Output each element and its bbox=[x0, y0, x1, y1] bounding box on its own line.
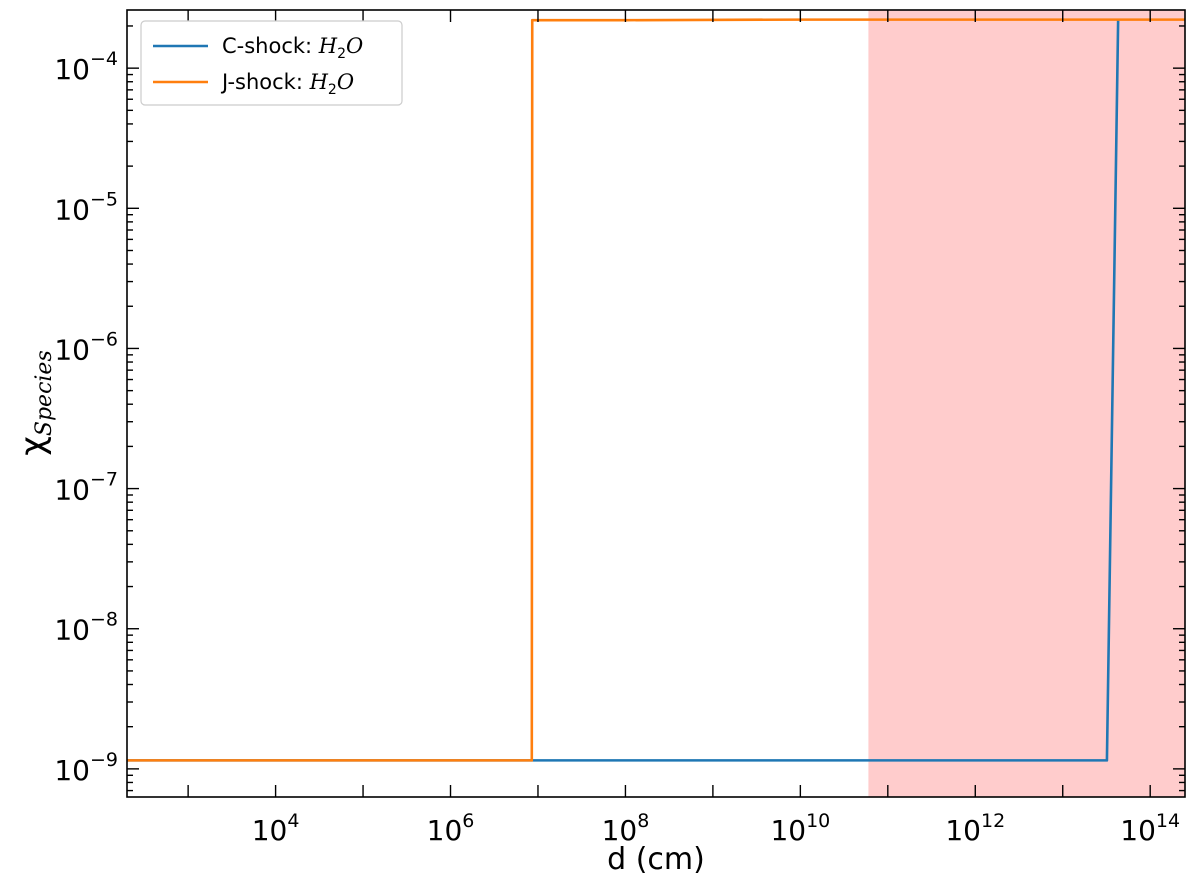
y-tick-label: 10−8 bbox=[54, 609, 118, 647]
x-tick-label: 1012 bbox=[945, 810, 1005, 847]
x-tick-label-exp: 10 bbox=[806, 810, 830, 832]
x-tick-label-base: 10 bbox=[1120, 814, 1156, 847]
y-tick-label-base: 10 bbox=[54, 193, 90, 226]
y-tick-label-exp: −5 bbox=[90, 188, 118, 210]
tick-marks bbox=[127, 10, 1185, 797]
y-tick-label: 10−7 bbox=[54, 469, 118, 507]
legend-label-j-shock-sub: 2 bbox=[328, 82, 337, 98]
y-tick-label-exp: −6 bbox=[90, 328, 118, 350]
y-tick-label: 10−4 bbox=[54, 48, 118, 86]
y-axis-title-main: χ bbox=[13, 436, 53, 456]
x-tick-label-exp: 4 bbox=[287, 810, 299, 832]
y-axis-title-sub: Species bbox=[32, 350, 57, 436]
x-tick-label-exp: 8 bbox=[637, 810, 649, 832]
x-tick-label-base: 10 bbox=[602, 814, 638, 847]
x-tick-label-base: 10 bbox=[252, 814, 288, 847]
legend-label-j-shock-suffix: O bbox=[337, 70, 354, 94]
shaded-region bbox=[868, 10, 1185, 797]
y-tick-label: 10−5 bbox=[54, 188, 118, 226]
y-tick-label-base: 10 bbox=[54, 474, 90, 507]
x-tick-label-base: 10 bbox=[770, 814, 806, 847]
y-tick-label: 10−6 bbox=[54, 328, 118, 366]
x-tick-label-base: 10 bbox=[427, 814, 463, 847]
x-tick-label: 1014 bbox=[1120, 810, 1180, 847]
legend-label-c-shock-suffix: O bbox=[346, 34, 363, 58]
y-tick-labels: 10−910−810−710−610−510−4 bbox=[54, 48, 118, 787]
x-tick-label-exp: 14 bbox=[1156, 810, 1180, 832]
legend-label-c-shock-sub: 2 bbox=[337, 46, 346, 62]
x-axis-title: d (cm) bbox=[607, 842, 705, 877]
y-tick-label-exp: −4 bbox=[90, 48, 118, 70]
legend-label-j-shock-prefix: J-shock: bbox=[220, 70, 310, 94]
y-tick-label-base: 10 bbox=[54, 333, 90, 366]
plot-area bbox=[126, 9, 1186, 798]
x-tick-label: 108 bbox=[602, 810, 650, 847]
y-tick-label-base: 10 bbox=[54, 53, 90, 86]
x-tick-label-exp: 12 bbox=[981, 810, 1005, 832]
legend-label-j-shock: J-shock: H2O bbox=[220, 70, 354, 98]
x-tick-label: 106 bbox=[427, 810, 475, 847]
x-tick-label: 1010 bbox=[770, 810, 830, 847]
y-tick-label-base: 10 bbox=[54, 754, 90, 787]
y-axis-title: χSpecies bbox=[13, 350, 57, 455]
legend: C-shock: H2O J-shock: H2O bbox=[140, 20, 403, 106]
legend-box bbox=[140, 20, 403, 106]
x-tick-label: 104 bbox=[252, 810, 300, 847]
legend-label-c-shock-prefix: C-shock: bbox=[222, 34, 319, 58]
x-tick-labels: 104 106 108 1010 1012 1014 bbox=[252, 810, 1180, 847]
plot-frame bbox=[126, 9, 1186, 798]
legend-label-c-shock: C-shock: H2O bbox=[222, 34, 363, 62]
legend-label-c-shock-species: H bbox=[318, 34, 338, 58]
x-tick-label-exp: 6 bbox=[462, 810, 474, 832]
y-tick-label-exp: −9 bbox=[90, 749, 118, 771]
y-tick-label-exp: −7 bbox=[90, 469, 118, 491]
x-tick-label-base: 10 bbox=[945, 814, 981, 847]
y-tick-label-base: 10 bbox=[54, 614, 90, 647]
y-tick-label-exp: −8 bbox=[90, 609, 118, 631]
legend-label-j-shock-species: H bbox=[309, 70, 329, 94]
y-tick-label: 10−9 bbox=[54, 749, 118, 787]
